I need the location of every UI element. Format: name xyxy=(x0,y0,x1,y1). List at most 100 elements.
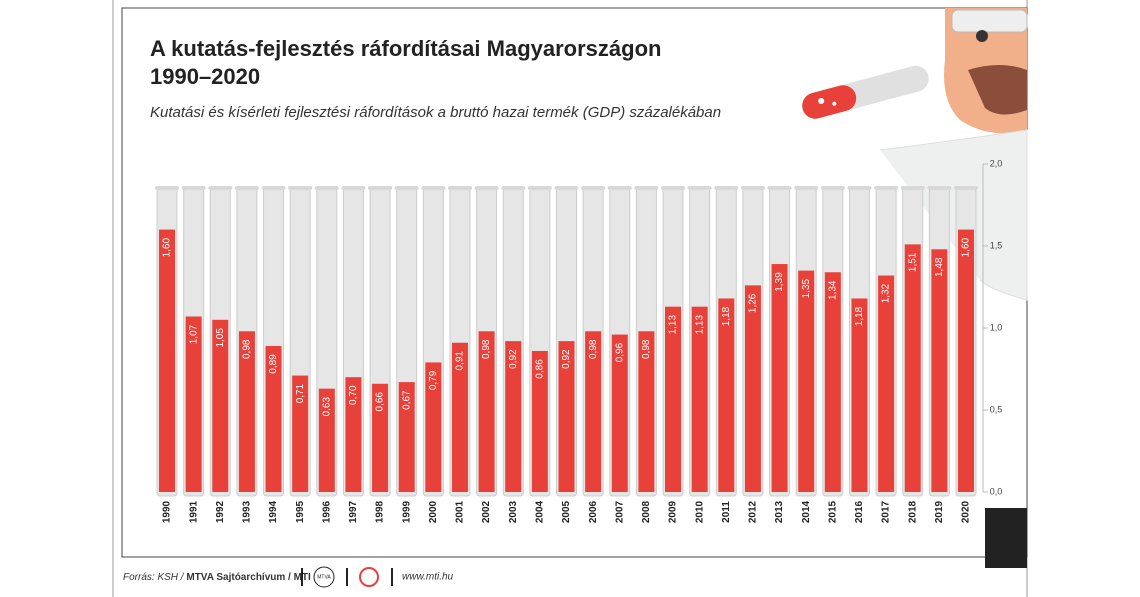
tube-rim xyxy=(687,186,712,190)
tube-rim xyxy=(234,186,259,190)
value-label: 1,18 xyxy=(721,306,732,326)
x-tick-label: 2017 xyxy=(881,500,892,523)
tube-rim xyxy=(661,186,686,190)
value-label: 0,63 xyxy=(321,397,332,417)
x-tick-label: 2013 xyxy=(774,500,785,523)
y-tick-label: 0,5 xyxy=(990,404,1003,414)
bar xyxy=(345,377,362,492)
bar xyxy=(558,341,575,492)
bar xyxy=(718,298,735,492)
x-tick-label: 2019 xyxy=(934,500,945,523)
x-tick-label: 1991 xyxy=(188,500,199,523)
x-tick-label: 2010 xyxy=(694,500,705,523)
value-label: 1,18 xyxy=(854,306,865,326)
value-label: 1,13 xyxy=(668,315,679,335)
value-label: 0,70 xyxy=(348,385,359,405)
tube-rim xyxy=(820,186,845,190)
x-tick-label: 1994 xyxy=(268,500,279,523)
x-tick-label: 1992 xyxy=(215,500,226,523)
tube-rim xyxy=(181,186,206,190)
bar xyxy=(585,331,602,492)
bar xyxy=(851,298,868,492)
tube-rim xyxy=(634,186,659,190)
bar xyxy=(904,244,921,492)
tube-rim xyxy=(714,186,739,190)
x-tick-label: 2005 xyxy=(561,500,572,523)
x-tick-label: 2001 xyxy=(455,500,466,523)
chart-title: A kutatás-fejlesztés ráfordításai Magyar… xyxy=(150,36,661,61)
tube-rim xyxy=(607,186,632,190)
chart-title: 1990–2020 xyxy=(150,64,260,89)
x-tick-label: 2004 xyxy=(535,500,546,523)
value-label: 0,98 xyxy=(481,339,492,359)
value-label: 1,51 xyxy=(907,252,918,272)
bar xyxy=(824,272,841,492)
bar xyxy=(451,342,468,492)
x-tick-label: 1997 xyxy=(348,500,359,523)
tube-rim xyxy=(314,186,339,190)
x-tick-label: 1995 xyxy=(295,500,306,523)
value-label: 0,98 xyxy=(641,339,652,359)
x-tick-label: 1993 xyxy=(242,500,253,523)
bar xyxy=(159,229,175,492)
bar xyxy=(505,341,522,492)
value-label: 1,48 xyxy=(934,257,945,277)
x-tick-label: 2006 xyxy=(588,500,599,523)
bar xyxy=(238,331,255,492)
tube-rim xyxy=(794,186,819,190)
tube-rim xyxy=(581,186,606,190)
bar xyxy=(771,264,788,492)
tube-rim xyxy=(847,186,872,190)
bar xyxy=(878,275,895,492)
bar xyxy=(691,306,708,492)
y-tick-label: 1,0 xyxy=(990,322,1003,332)
bar xyxy=(265,346,282,492)
bar xyxy=(665,306,682,492)
value-label: 1,05 xyxy=(215,328,226,348)
x-tick-label: 2014 xyxy=(801,500,812,523)
bar xyxy=(398,382,415,492)
tube-rim xyxy=(288,186,313,190)
bar xyxy=(798,270,815,492)
y-tick-label: 2,0 xyxy=(990,158,1003,168)
x-tick-label: 2015 xyxy=(827,500,838,523)
tube-rim xyxy=(447,186,472,190)
bar xyxy=(744,285,761,492)
value-label: 0,79 xyxy=(428,370,439,390)
value-label: 0,71 xyxy=(295,383,306,403)
tube-rim xyxy=(368,186,393,190)
footer-source-text: Forrás: KSH / xyxy=(123,572,186,583)
logo xyxy=(313,566,335,588)
tube-rim xyxy=(927,186,952,190)
value-label: 0,98 xyxy=(242,339,253,359)
bar xyxy=(478,331,495,492)
value-label: 0,92 xyxy=(561,349,572,369)
tube-rim xyxy=(554,186,579,190)
x-tick-label: 2020 xyxy=(961,500,972,523)
footer-url: www.mti.hu xyxy=(402,572,454,583)
value-label: 1,34 xyxy=(827,280,838,300)
value-label: 0,66 xyxy=(375,392,386,412)
footer-agency: MTVA Sajtóarchívum / MTI xyxy=(186,572,311,583)
value-label: 0,92 xyxy=(508,349,519,369)
tube-rim xyxy=(155,186,179,190)
x-tick-label: 2011 xyxy=(721,501,732,523)
value-label: 0,98 xyxy=(588,339,599,359)
y-tick-label: 1,5 xyxy=(990,240,1003,250)
bar xyxy=(372,383,389,492)
x-tick-label: 1999 xyxy=(401,500,412,523)
tube-rim xyxy=(208,186,233,190)
x-tick-label: 2002 xyxy=(481,500,492,523)
x-tick-label: 2009 xyxy=(668,500,679,523)
bar xyxy=(611,334,628,492)
tube-rim xyxy=(874,186,899,190)
bar xyxy=(638,331,655,492)
value-label: 1,60 xyxy=(162,237,173,257)
tube-rim xyxy=(527,186,552,190)
value-label: 1,39 xyxy=(774,272,785,292)
tube-rim xyxy=(954,186,978,190)
bar xyxy=(958,229,974,492)
tube-rim xyxy=(740,186,765,190)
value-label: 1,32 xyxy=(881,283,892,303)
x-tick-label: 2012 xyxy=(748,500,759,523)
